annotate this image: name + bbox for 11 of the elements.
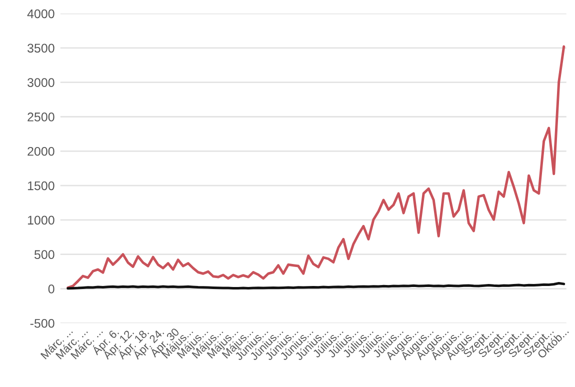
y-tick-label: 1000 <box>28 216 54 225</box>
y-tick-label: 4000 <box>27 9 54 18</box>
line-series <box>66 45 566 289</box>
y-tick-label: 3500 <box>27 44 54 53</box>
y-tick-label: 0 <box>48 284 54 294</box>
y-tick-label: 3000 <box>27 78 54 87</box>
y-tick-label: 2000 <box>28 146 54 156</box>
y-tick-label: 500 <box>34 250 54 259</box>
y-tick-label: 2500 <box>28 112 54 122</box>
y-tick-label: -500 <box>30 318 54 328</box>
y-tick-label: 1500 <box>28 181 54 190</box>
